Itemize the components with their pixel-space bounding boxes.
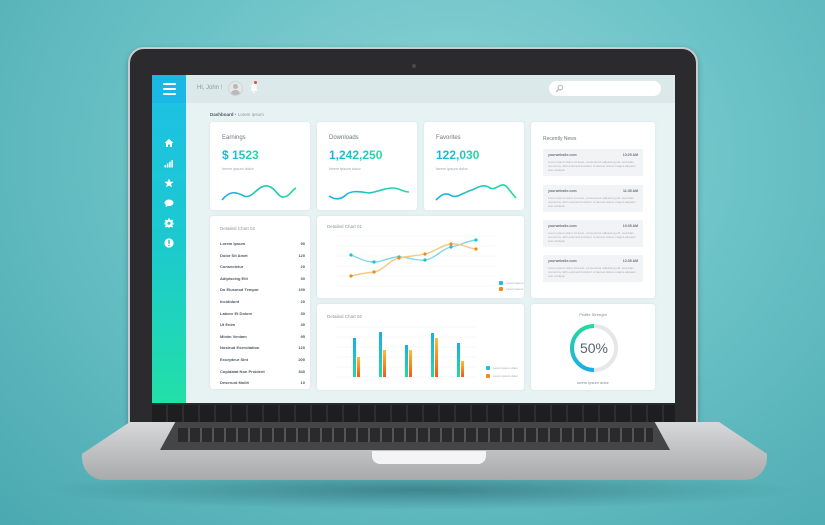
news-site: yourwebsite.com xyxy=(548,189,577,193)
greeting-text: Hi, John ! xyxy=(197,85,223,91)
menu-line xyxy=(162,83,176,85)
card-title: Detailed Chart 02 xyxy=(327,314,363,319)
legend-item: Lorem ipsum xyxy=(499,281,523,285)
favorites-card: Favorites 122,030 lorem ipsum dolor xyxy=(424,122,524,210)
news-site: yourwebsite.com xyxy=(548,224,577,228)
earnings-sparkline xyxy=(221,185,297,201)
search-icon xyxy=(555,84,564,93)
breadcrumb-sub[interactable]: Lorem Ipsum xyxy=(237,112,264,117)
sidebar xyxy=(152,75,186,403)
chat-bubble-icon xyxy=(164,199,174,208)
sidebar-item-info[interactable] xyxy=(152,233,186,253)
user-avatar[interactable] xyxy=(228,81,243,96)
webcam xyxy=(412,64,416,68)
progress-percent: 50% xyxy=(579,340,609,356)
news-item[interactable]: yourwebsite.com 10:25 AM Lorem ipsum dolo… xyxy=(543,149,643,176)
legend-item: Lorem ipsum xyxy=(499,287,523,291)
sidebar-item-stats[interactable] xyxy=(152,153,186,173)
breadcrumb-separator: • xyxy=(234,112,237,117)
news-time: 12:35 AM xyxy=(622,259,638,263)
news-time: 11:35 AM xyxy=(622,189,638,193)
sidebar-item-favorites[interactable] xyxy=(152,173,186,193)
news-body: Lorem ipsum dolor sit amet, consectetur … xyxy=(548,266,636,278)
sidebar-item-messages[interactable] xyxy=(152,193,186,213)
news-item[interactable]: yourwebsite.com 12:35 AM Lorem ipsum dolo… xyxy=(543,255,643,282)
news-site: yourwebsite.com xyxy=(548,153,577,157)
news-body: Lorem ipsum dolor sit amet, consectetur … xyxy=(548,196,636,208)
recent-news-card: Recently News yourwebsite.com 10:25 AM Lo… xyxy=(531,122,655,298)
news-item[interactable]: yourwebsite.com 10:35 AM Lorem ipsum dolo… xyxy=(543,220,643,247)
downloads-sparkline xyxy=(328,187,410,200)
news-time: 10:35 AM xyxy=(622,224,638,228)
stat-value: 1,242,250 xyxy=(329,148,383,162)
legend-item: Lorem ipsum dolor xyxy=(486,366,518,370)
card-title: Detailed Chart 02 xyxy=(220,226,256,231)
bell-icon[interactable] xyxy=(249,81,259,95)
stat-title: Earnings xyxy=(222,135,246,141)
notification-dot xyxy=(254,81,257,84)
menu-line xyxy=(162,93,176,95)
list-item: Cupidatat Non Proident 340 xyxy=(220,368,305,374)
news-time: 10:25 AM xyxy=(622,153,638,157)
news-item[interactable]: yourwebsite.com 11:35 AM Lorem ipsum dolo… xyxy=(543,185,643,212)
bar-chart-card: Detailed Chart 02 Lorem ipsum dolor Lore… xyxy=(317,304,524,390)
list-item: Labore Et Dolore 30 xyxy=(220,310,305,316)
breadcrumb: Dashboard • Lorem Ipsum xyxy=(210,112,264,117)
stat-subtitle: lorem ipsum dolor xyxy=(222,166,254,171)
sidebar-item-home[interactable] xyxy=(152,133,186,153)
profile-strength-card: Profile Strenght 50% lorem ipsum dolor xyxy=(531,304,655,390)
list-item: Incididunt 20 xyxy=(220,298,305,304)
news-title: Recently News xyxy=(543,136,577,142)
card-subtitle: lorem ipsum dolor xyxy=(577,380,609,385)
top-header: Hi, John ! xyxy=(186,75,675,103)
list-item: Excepteur Sint 200 xyxy=(220,356,305,362)
news-body: Lorem ipsum dolor sit amet, consectetur … xyxy=(548,160,636,172)
list-item: Dolor Sit Amet 120 xyxy=(220,252,305,258)
stat-subtitle: lorem ipsum dolor xyxy=(436,166,468,171)
bar-chart-icon xyxy=(164,160,173,168)
lid-notch xyxy=(372,451,486,464)
home-icon xyxy=(164,139,174,147)
search-input[interactable] xyxy=(549,81,661,96)
sidebar-item-settings[interactable] xyxy=(152,213,186,233)
line-chart xyxy=(337,235,495,287)
bezel-bottom xyxy=(152,405,675,425)
stat-value: $ 1523 xyxy=(222,148,259,162)
breadcrumb-current[interactable]: Dashboard xyxy=(210,112,234,117)
progress-ring xyxy=(570,324,618,372)
stat-title: Downloads xyxy=(329,135,359,141)
news-body: Lorem ipsum dolor sit amet, consectetur … xyxy=(548,231,636,243)
card-title: Profile Strenght xyxy=(579,312,607,317)
dashboard-screen: Hi, John ! Dashboard • Lorem Ipsum Earni… xyxy=(152,75,675,403)
list-item: Deserunt Mollit 10 xyxy=(220,380,305,386)
star-icon xyxy=(164,178,174,188)
detail-list: Lorem Ipsum 90 Dolor Sit Amet 120 Consecte… xyxy=(220,241,305,392)
list-item: Adipiscing Elit 30 xyxy=(220,275,305,281)
info-icon xyxy=(164,238,174,248)
list-item: Consectetur 20 xyxy=(220,264,305,270)
detail-list-card: Detailed Chart 02 Lorem Ipsum 90 Dolor Si… xyxy=(210,216,310,389)
news-site: yourwebsite.com xyxy=(548,259,577,263)
card-title: Detailed Chart 01 xyxy=(327,224,363,229)
list-item: Lorem Ipsum 90 xyxy=(220,241,305,246)
list-item: Ut Enim 40 xyxy=(220,322,305,328)
menu-line xyxy=(162,88,176,90)
line-chart-card: Detailed Chart 01 Lorem ipsum Lorem ipsu… xyxy=(317,216,524,298)
bar-chart xyxy=(337,326,477,378)
stat-value: 122,030 xyxy=(436,148,480,162)
list-item: Do Eiusmod Tempor 190 xyxy=(220,287,305,293)
gear-icon xyxy=(164,218,174,228)
keyboard-keys xyxy=(178,428,653,442)
earnings-card: Earnings $ 1523 lorem ipsum dolor xyxy=(210,122,310,210)
stat-title: Favorites xyxy=(436,135,461,141)
stat-subtitle: lorem ipsum dolor xyxy=(329,166,361,171)
downloads-card: Downloads 1,242,250 lorem ipsum dolor xyxy=(317,122,417,210)
legend-item: Lorem ipsum dolor xyxy=(486,374,518,378)
list-item: Minim Veniam 95 xyxy=(220,333,305,339)
favorites-sparkline xyxy=(435,184,517,201)
hamburger-menu-button[interactable] xyxy=(152,75,186,103)
list-item: Nostrud Exercitation 120 xyxy=(220,345,305,351)
